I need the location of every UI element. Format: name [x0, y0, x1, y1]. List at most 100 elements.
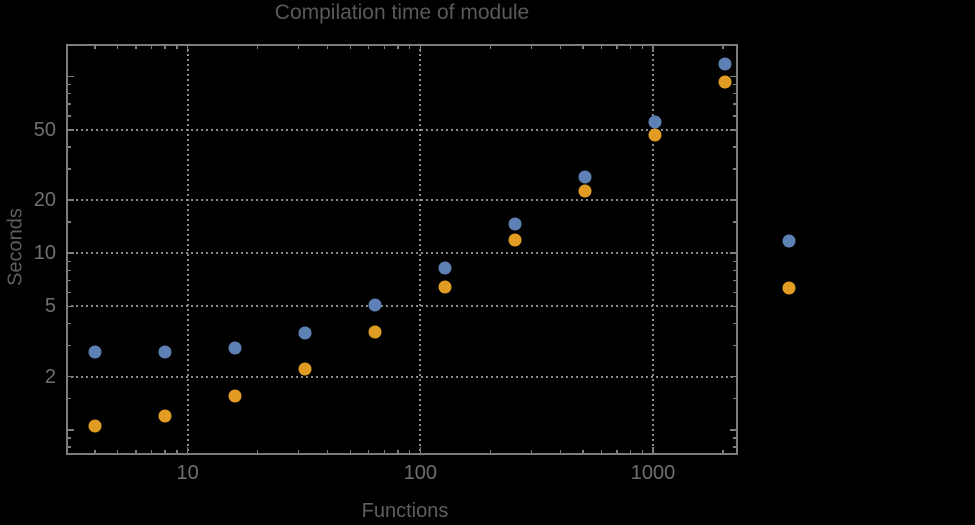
horizontal-gridline — [66, 375, 738, 378]
data-point-series-2 — [298, 362, 312, 376]
y-tick-mark — [733, 115, 738, 117]
y-tick-mark — [730, 252, 738, 254]
y-tick-mark — [733, 291, 738, 294]
y-tick-mark — [66, 92, 71, 95]
y-tick-label: 20 — [33, 189, 56, 212]
y-tick-mark — [733, 103, 738, 105]
y-tick-mark — [66, 437, 71, 439]
y-tick-mark — [733, 279, 738, 282]
x-tick-mark — [94, 44, 96, 49]
x-tick-mark — [297, 450, 300, 455]
x-tick-mark — [530, 44, 533, 49]
x-tick-mark — [186, 447, 189, 455]
y-tick-mark — [66, 397, 71, 400]
x-tick-mark — [397, 44, 399, 49]
data-point-series-1 — [508, 217, 522, 231]
y-tick-label: 2 — [44, 365, 56, 388]
y-tick-mark — [66, 291, 71, 294]
x-tick-mark — [176, 450, 178, 455]
y-tick-mark — [66, 344, 71, 347]
x-tick-mark — [150, 450, 153, 455]
data-point-series-1 — [298, 326, 312, 340]
y-tick-mark — [66, 375, 74, 378]
x-tick-mark — [176, 44, 178, 49]
data-point-series-1 — [648, 115, 662, 129]
y-tick-mark — [66, 75, 74, 78]
legend-marker-series-1 — [782, 234, 796, 248]
x-tick-mark — [489, 44, 492, 49]
x-tick-mark — [164, 44, 166, 49]
x-tick-mark — [582, 450, 584, 455]
plot-frame — [66, 44, 738, 455]
legend-marker-series-2 — [782, 281, 796, 295]
y-tick-mark — [733, 446, 738, 448]
data-point-series-1 — [88, 345, 102, 359]
data-point-series-1 — [578, 170, 592, 184]
data-point-series-2 — [508, 233, 522, 247]
x-tick-mark — [489, 450, 492, 455]
horizontal-gridline — [66, 305, 738, 308]
x-tick-mark — [419, 44, 422, 52]
x-tick-mark — [419, 447, 422, 455]
x-tick-mark — [397, 450, 399, 455]
x-tick-mark — [641, 450, 644, 455]
x-tick-mark — [559, 450, 562, 455]
x-tick-mark — [367, 450, 370, 455]
vertical-gridline — [651, 44, 654, 455]
data-point-series-2 — [718, 75, 732, 89]
y-tick-mark — [733, 269, 738, 272]
x-tick-mark — [652, 44, 654, 52]
vertical-gridline — [186, 44, 189, 455]
x-tick-mark — [116, 44, 119, 49]
data-point-series-2 — [88, 419, 102, 433]
x-tick-mark — [600, 450, 603, 455]
data-point-series-1 — [228, 341, 242, 355]
y-tick-mark — [730, 199, 738, 201]
vertical-gridline — [419, 44, 422, 455]
y-tick-mark — [733, 322, 738, 325]
data-point-series-2 — [648, 128, 662, 142]
y-tick-mark — [730, 75, 738, 78]
data-point-series-1 — [438, 261, 452, 274]
x-tick-mark — [367, 44, 370, 49]
x-tick-mark — [326, 450, 329, 455]
x-tick-mark — [256, 44, 259, 49]
x-tick-mark — [408, 44, 411, 49]
y-tick-mark — [66, 146, 71, 148]
y-tick-mark — [733, 92, 738, 95]
data-point-series-1 — [368, 298, 382, 312]
y-tick-mark — [66, 83, 71, 86]
x-tick-label: 1000 — [630, 462, 676, 484]
x-tick-mark — [94, 450, 96, 455]
x-tick-mark — [652, 447, 654, 455]
y-tick-label: 50 — [33, 118, 56, 141]
x-tick-mark — [116, 450, 119, 455]
y-tick-mark — [733, 168, 738, 170]
y-tick-mark — [66, 322, 71, 325]
y-tick-mark — [733, 260, 738, 263]
x-tick-mark — [408, 450, 411, 455]
y-tick-mark — [730, 129, 738, 131]
data-point-series-2 — [158, 409, 172, 423]
y-tick-mark — [733, 44, 738, 47]
x-tick-mark — [722, 44, 724, 49]
x-tick-mark — [135, 450, 137, 455]
y-tick-mark — [733, 397, 738, 400]
x-tick-mark — [150, 44, 153, 49]
y-tick-mark — [66, 199, 74, 201]
y-tick-mark — [66, 168, 71, 170]
y-tick-mark — [733, 146, 738, 148]
data-point-series-2 — [368, 325, 382, 339]
y-tick-mark — [66, 115, 71, 117]
x-tick-label: 10 — [176, 462, 199, 484]
y-tick-mark — [730, 375, 738, 378]
y-tick-mark — [66, 44, 71, 47]
x-tick-mark — [582, 44, 584, 49]
x-tick-mark — [616, 44, 618, 49]
y-tick-mark — [66, 103, 71, 105]
y-tick-mark — [733, 437, 738, 439]
x-tick-mark — [530, 450, 533, 455]
x-tick-mark — [349, 44, 352, 49]
x-tick-mark — [722, 450, 724, 455]
